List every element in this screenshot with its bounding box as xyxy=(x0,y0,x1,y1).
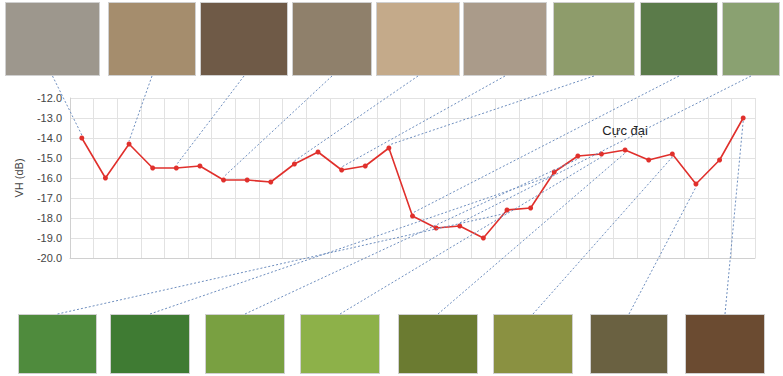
svg-text:-16.0: -16.0 xyxy=(37,172,62,184)
svg-text:-17.0: -17.0 xyxy=(37,192,62,204)
svg-text:-18.0: -18.0 xyxy=(37,212,62,224)
svg-text:Cực đại: Cực đại xyxy=(602,123,648,138)
svg-text:-12.0: -12.0 xyxy=(37,92,62,104)
svg-text:VH (dB): VH (dB) xyxy=(13,158,25,197)
svg-text:-20.0: -20.0 xyxy=(37,252,62,264)
svg-text:-15.0: -15.0 xyxy=(37,152,62,164)
svg-text:-19.0: -19.0 xyxy=(37,232,62,244)
svg-text:-14.0: -14.0 xyxy=(37,132,62,144)
svg-text:-13.0: -13.0 xyxy=(37,112,62,124)
